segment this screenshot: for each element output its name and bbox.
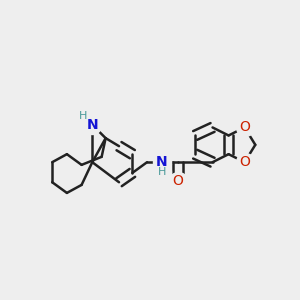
Text: N: N: [156, 155, 168, 169]
Text: H: H: [158, 167, 166, 177]
Text: N: N: [86, 118, 98, 132]
Text: O: O: [239, 120, 250, 134]
Text: O: O: [172, 174, 183, 188]
Text: H: H: [79, 111, 88, 121]
Text: O: O: [239, 155, 250, 169]
